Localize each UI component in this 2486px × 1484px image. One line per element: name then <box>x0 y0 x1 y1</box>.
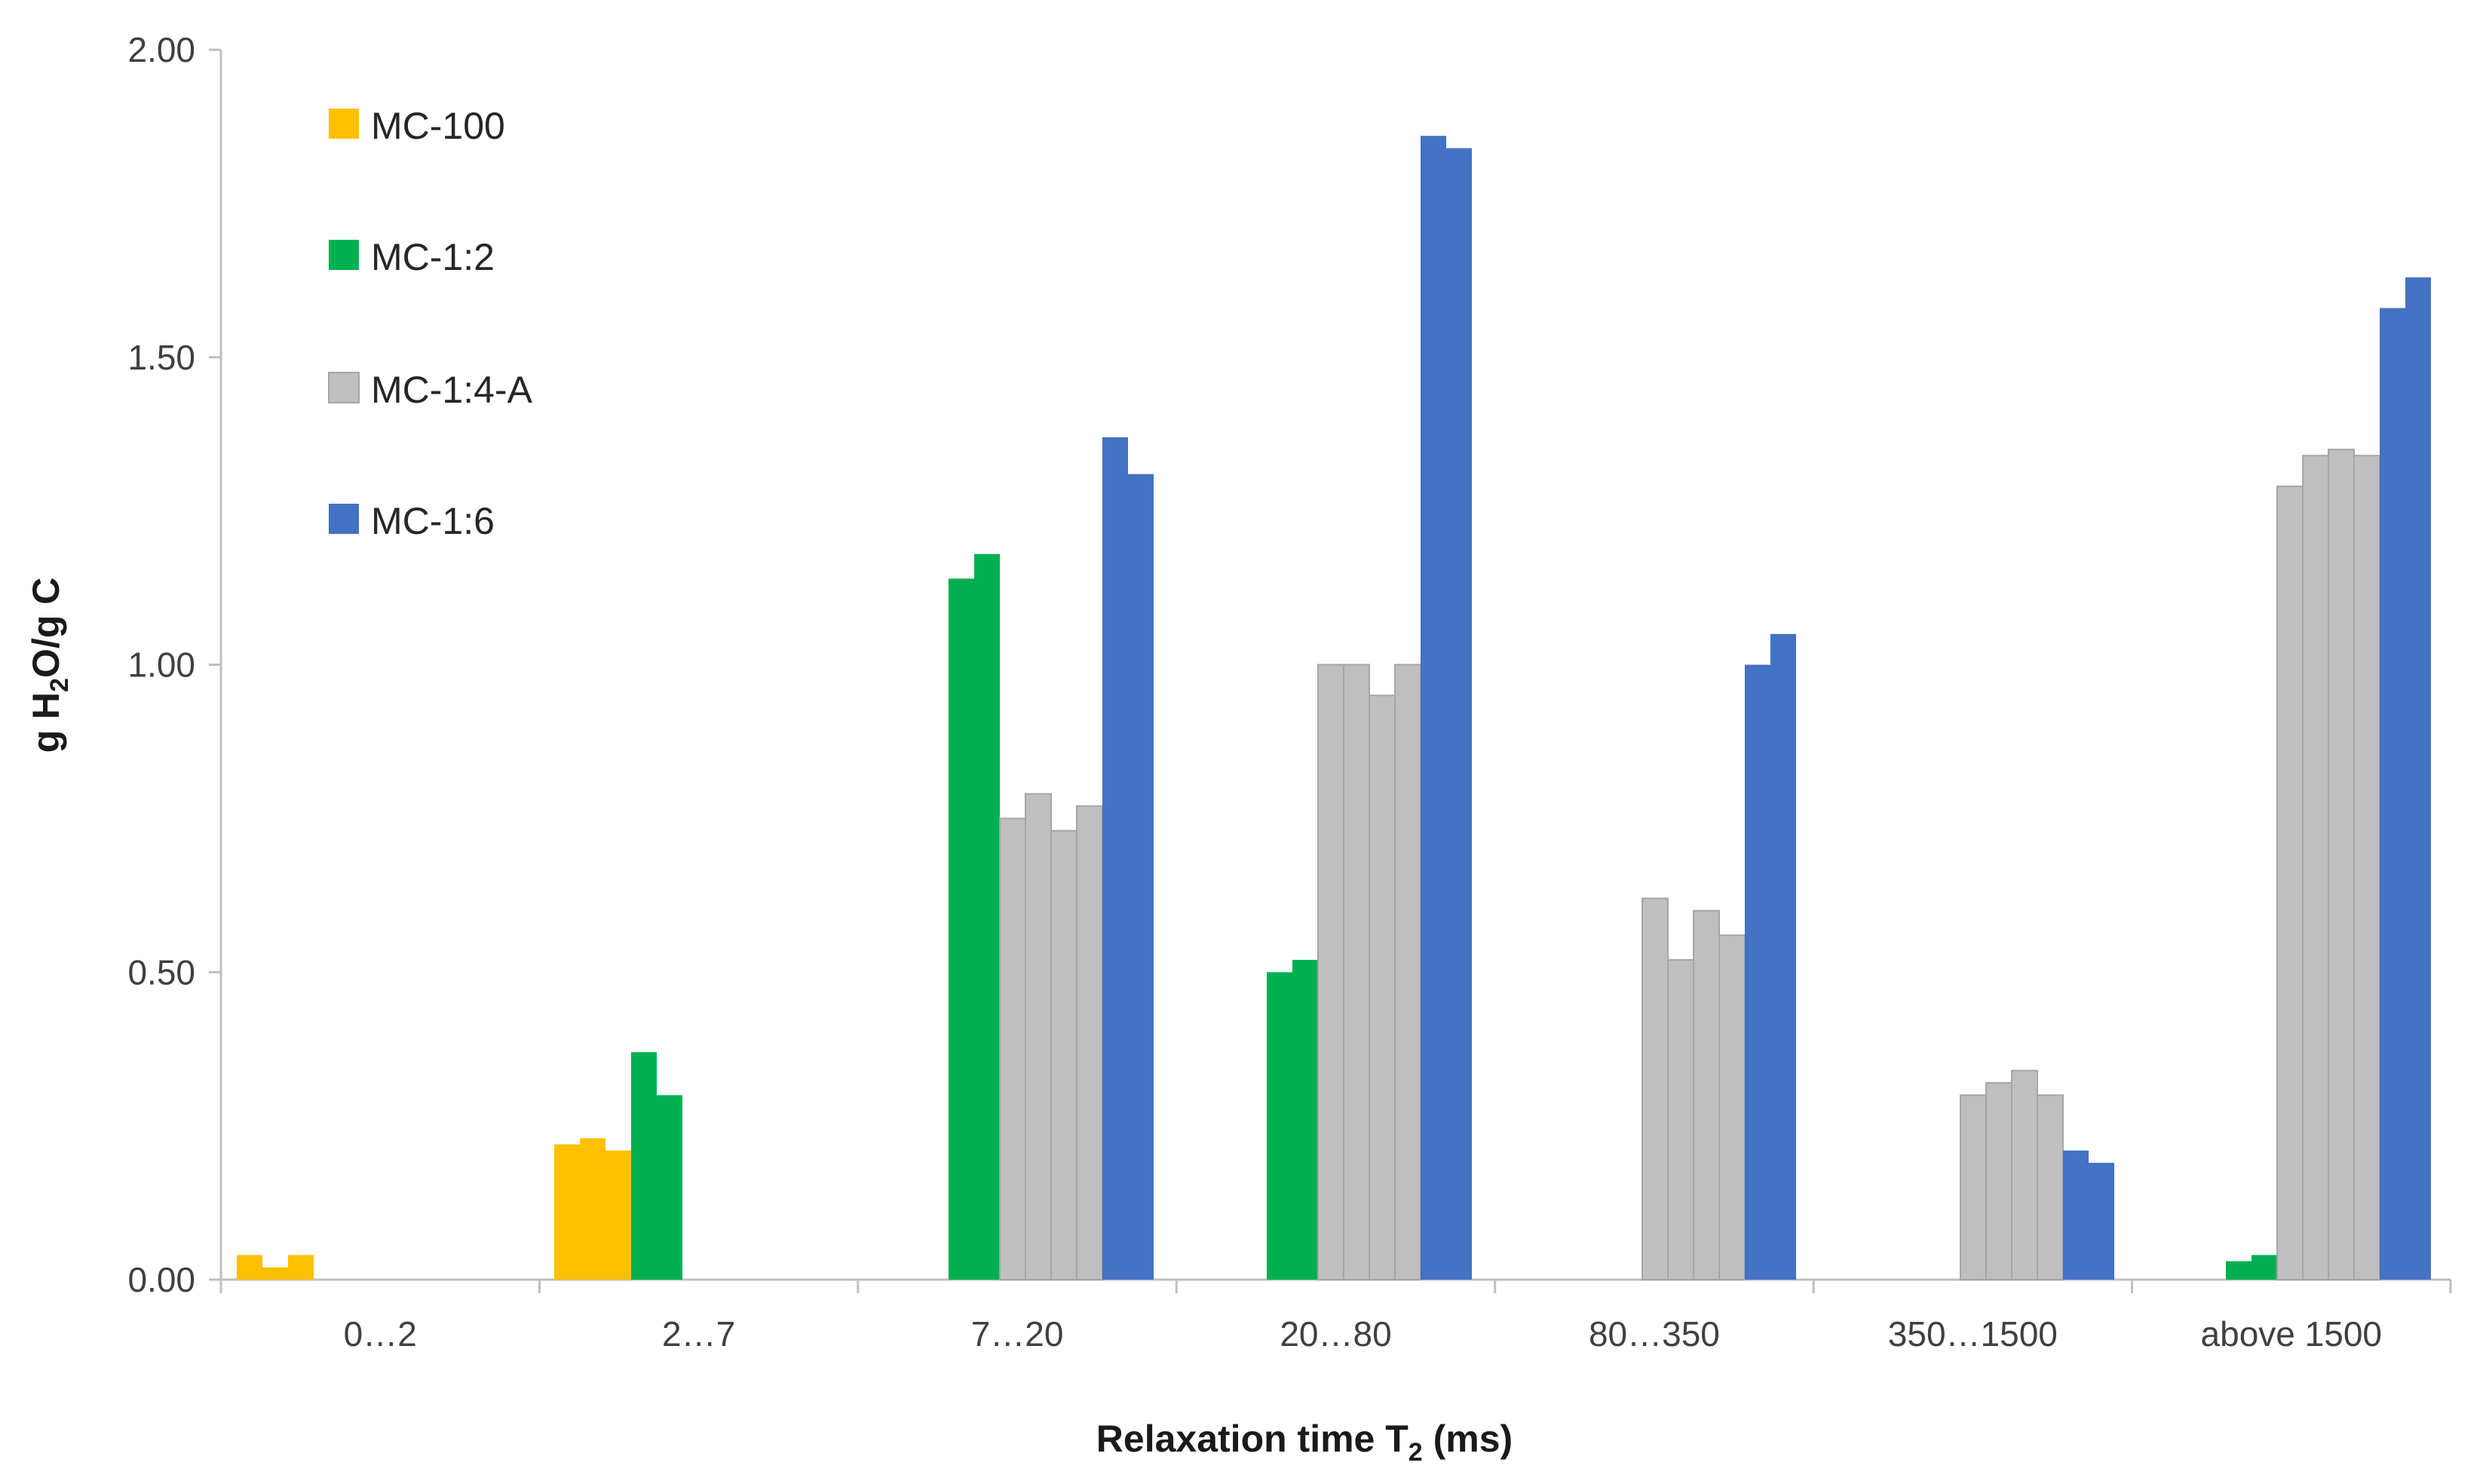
bar-mc-1-6 <box>1421 136 1446 1280</box>
legend: MC-100 MC-1:2 MC-1:4-A MC-1:6 <box>328 105 533 542</box>
x-axis-title-main: Relaxation time T <box>1096 1418 1409 1460</box>
x-tick-label: 7…20 <box>971 1314 1064 1354</box>
y-tick-label: 1.50 <box>127 338 195 377</box>
x-tick-label: 350…1500 <box>1888 1314 2058 1354</box>
x-axis-ticks: 0…2 2…7 7…20 20…80 80…350 350…1500 above 1500 <box>219 1280 2452 1354</box>
legend-swatch <box>329 109 359 139</box>
x-tick-label: 20…80 <box>1280 1314 1391 1354</box>
bar-mc-1-4-a <box>1960 1094 1987 1280</box>
x-axis-title-suffix: (ms) <box>1423 1418 1513 1460</box>
legend-swatch <box>328 372 360 403</box>
legend-label: MC-1:2 <box>371 236 495 278</box>
bar-mc-1-2 <box>657 1095 682 1280</box>
bar-mc-1-4-a <box>2328 449 2355 1281</box>
bar-mc-1-6 <box>1745 664 1770 1280</box>
x-tick-label: 2…7 <box>662 1314 735 1354</box>
legend-label: MC-1:6 <box>371 500 495 542</box>
y-axis-title: g H2O/g C <box>25 578 74 753</box>
bar-mc-1-6 <box>1102 437 1128 1280</box>
bar-mc-1-4-a <box>1693 909 1720 1280</box>
bar-mc-1-4-a <box>1025 793 1052 1280</box>
bar-mc-100 <box>237 1255 262 1280</box>
bars <box>237 136 2431 1281</box>
bar-mc-1-2 <box>974 553 1000 1280</box>
bar-mc-1-6 <box>2405 277 2431 1280</box>
bar-mc-1-4-a <box>1369 694 1396 1280</box>
bar-mc-1-4-a <box>1985 1082 2012 1281</box>
bar-mc-100 <box>262 1267 288 1280</box>
x-tick-label: 0…2 <box>344 1314 417 1354</box>
y-axis-ticks: 0.00 0.50 1.00 1.50 2.00 <box>127 30 221 1299</box>
bar-mc-100 <box>605 1150 631 1280</box>
y-tick-label: 2.00 <box>127 30 195 69</box>
legend-swatch <box>329 504 359 534</box>
y-axis-title-part2: O/g C <box>25 578 67 678</box>
bar-mc-1-4-a <box>1641 897 1669 1280</box>
y-axis-title-part1: g H <box>25 692 67 753</box>
x-axis-title-subscript: 2 <box>1409 1438 1423 1467</box>
bar-mc-1-6 <box>2089 1163 2114 1280</box>
bar-mc-1-4-a <box>1718 934 1746 1280</box>
bar-mc-1-6 <box>1128 474 1154 1280</box>
x-tick-label: 80…350 <box>1589 1314 1720 1354</box>
bar-mc-1-4-a <box>1076 805 1103 1280</box>
bar-mc-1-2 <box>1292 959 1318 1280</box>
bar-mc-1-6 <box>1446 148 1472 1280</box>
bar-mc-1-4-a <box>1317 664 1344 1280</box>
bar-mc-1-2 <box>2252 1255 2277 1280</box>
bar-mc-1-2 <box>631 1052 657 1280</box>
bar-mc-1-4-a <box>2011 1069 2038 1280</box>
bar-mc-1-4-a <box>999 817 1026 1280</box>
bar-mc-1-6 <box>1770 633 1796 1280</box>
bar-mc-100 <box>580 1138 605 1280</box>
y-tick-label: 1.00 <box>127 645 195 685</box>
bar-mc-100 <box>288 1255 314 1280</box>
y-axis-title-subscript: 2 <box>45 678 74 692</box>
bar-mc-1-4-a <box>1667 958 1694 1280</box>
y-tick-label: 0.50 <box>127 952 195 992</box>
bar-mc-1-2 <box>2226 1261 2252 1280</box>
bar-mc-1-4-a <box>2037 1094 2064 1280</box>
bar-mc-1-4-a <box>2353 455 2380 1280</box>
bar-mc-1-4-a <box>2276 486 2304 1280</box>
bar-mc-1-4-a <box>1343 664 1370 1280</box>
bar-mc-1-2 <box>949 578 974 1280</box>
legend-label: MC-100 <box>371 105 505 147</box>
bar-mc-1-4-a <box>1050 829 1077 1281</box>
bar-mc-1-2 <box>1267 972 1292 1280</box>
legend-label: MC-1:4-A <box>371 369 533 411</box>
legend-swatch <box>329 240 359 270</box>
x-axis-title: Relaxation time T2 (ms) <box>1096 1418 1513 1467</box>
x-tick-label: above 1500 <box>2201 1314 2382 1354</box>
bar-mc-1-4-a <box>2302 455 2329 1280</box>
y-tick-label: 0.00 <box>127 1260 195 1299</box>
bar-mc-1-4-a <box>1394 664 1421 1280</box>
bar-mc-1-6 <box>2380 308 2405 1280</box>
bar-mc-1-6 <box>2063 1150 2089 1280</box>
bar-mc-100 <box>554 1144 580 1280</box>
